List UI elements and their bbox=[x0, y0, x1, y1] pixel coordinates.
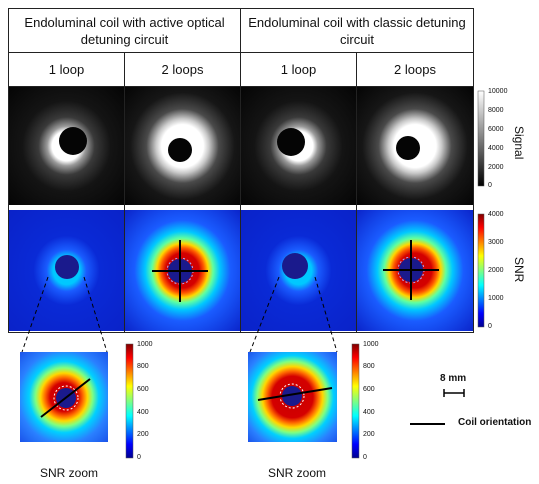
coil-orientation-legend-line bbox=[410, 423, 445, 425]
col-header-2: 2 loops bbox=[125, 53, 240, 86]
signal-tick-10000: 10000 bbox=[488, 88, 508, 95]
snr-zoom-image-1 bbox=[20, 352, 108, 442]
snr-zoom-label-2: SNR zoom bbox=[268, 466, 327, 480]
snr-colorbar bbox=[477, 213, 485, 328]
signal-image-2 bbox=[125, 87, 240, 205]
zoom1-tick-1000: 1000 bbox=[137, 341, 153, 348]
zoom2-tick-600: 600 bbox=[363, 386, 375, 393]
snr-tick-3000: 3000 bbox=[488, 239, 504, 246]
group-header-classic: Endoluminal coil with classic detuning c… bbox=[242, 10, 472, 52]
signal-tick-6000: 6000 bbox=[488, 126, 504, 133]
signal-colorbar bbox=[477, 90, 485, 187]
zoom1-tick-0: 0 bbox=[137, 454, 141, 461]
zoom1-tick-600: 600 bbox=[137, 386, 149, 393]
scale-bar-label: 8 mm bbox=[440, 373, 467, 384]
signal-tick-0: 0 bbox=[488, 182, 492, 189]
col-header-4: 2 loops bbox=[357, 53, 473, 86]
signal-tick-8000: 8000 bbox=[488, 107, 504, 114]
group-header-active-optical: Endoluminal coil with active optical det… bbox=[10, 10, 239, 52]
signal-tick-2000: 2000 bbox=[488, 164, 504, 171]
zoom2-tick-1000: 1000 bbox=[363, 341, 379, 348]
group-header-classic-text: Endoluminal coil with classic detuning c… bbox=[248, 15, 466, 47]
zoom1-tick-800: 800 bbox=[137, 363, 149, 370]
snr-zoom-label-1: SNR zoom bbox=[40, 466, 99, 480]
snr-image-3 bbox=[241, 210, 356, 331]
col-header-1-text: 1 loop bbox=[48, 62, 85, 77]
zoom1-tick-200: 200 bbox=[137, 431, 149, 438]
snr-tick-0: 0 bbox=[488, 323, 492, 330]
zoom1-tick-400: 400 bbox=[137, 409, 149, 416]
group-header-active-optical-text: Endoluminal coil with active optical det… bbox=[24, 15, 225, 47]
col-header-1: 1 loop bbox=[9, 53, 124, 86]
snr-tick-2000: 2000 bbox=[488, 267, 504, 274]
snr-image-1 bbox=[9, 210, 124, 331]
coil-orientation-legend-label: Coil orientation bbox=[458, 417, 532, 428]
zoom-colorbar-2 bbox=[351, 343, 360, 459]
snr-zoom-image-2 bbox=[248, 352, 337, 442]
snr-tick-4000: 4000 bbox=[488, 211, 504, 218]
zoom2-tick-0: 0 bbox=[363, 454, 367, 461]
snr-image-2 bbox=[125, 210, 240, 331]
signal-image-3 bbox=[241, 87, 356, 205]
zoom2-tick-400: 400 bbox=[363, 409, 375, 416]
scale-bar bbox=[443, 389, 465, 397]
col-header-2-text: 2 loops bbox=[161, 62, 204, 77]
col-header-3-text: 1 loop bbox=[280, 62, 317, 77]
signal-image-4 bbox=[357, 87, 473, 205]
col-header-3: 1 loop bbox=[241, 53, 356, 86]
snr-image-4 bbox=[357, 210, 473, 331]
col-header-4-text: 2 loops bbox=[394, 62, 436, 77]
signal-tick-4000: 4000 bbox=[488, 145, 504, 152]
zoom2-tick-200: 200 bbox=[363, 431, 375, 438]
zoom-colorbar-1 bbox=[125, 343, 134, 459]
signal-image-1 bbox=[9, 87, 124, 205]
zoom2-tick-800: 800 bbox=[363, 363, 375, 370]
snr-tick-1000: 1000 bbox=[488, 295, 504, 302]
